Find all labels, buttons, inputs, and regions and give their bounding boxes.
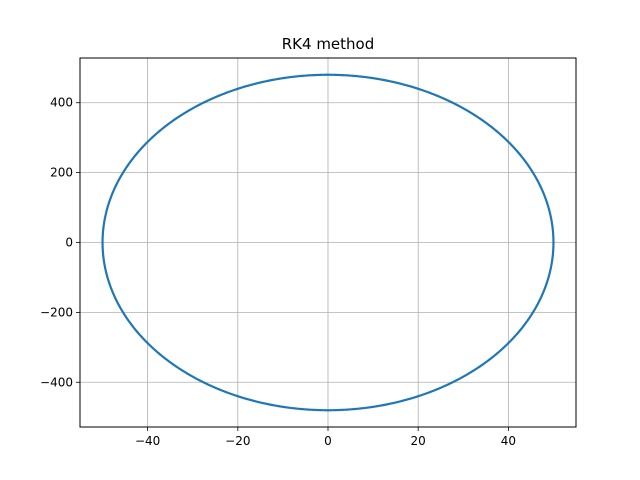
x-tick-label: −20	[225, 434, 250, 448]
y-tick-label: 400	[50, 96, 73, 110]
y-tick-label: 0	[65, 236, 73, 250]
x-tick-label: 0	[324, 434, 332, 448]
y-tick-label: −400	[40, 375, 73, 389]
chart-title: RK4 method	[282, 35, 375, 53]
x-tick-label: 40	[501, 434, 516, 448]
y-tick-label: −200	[40, 305, 73, 319]
x-tick-label: −40	[135, 434, 160, 448]
series-line	[101, 73, 555, 412]
series-layer	[101, 73, 555, 412]
y-tick-label: 200	[50, 166, 73, 180]
grid	[80, 58, 576, 427]
x-tick-label: 20	[411, 434, 426, 448]
